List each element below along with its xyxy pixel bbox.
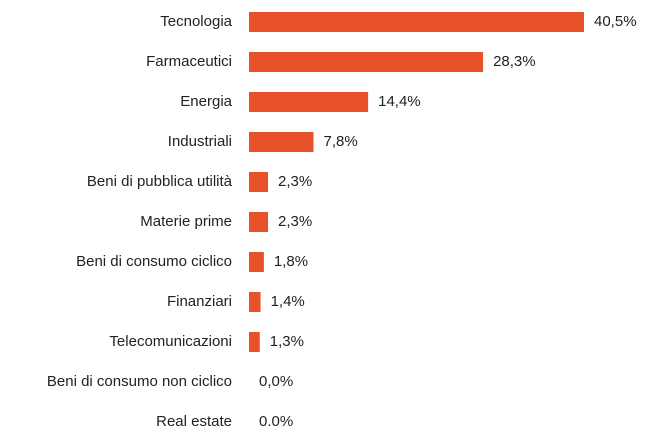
category-label: Farmaceutici — [146, 53, 232, 70]
value-label: 1,3% — [270, 333, 304, 350]
value-label: 0.0% — [259, 413, 293, 428]
category-label: Beni di consumo non ciclico — [47, 373, 232, 390]
bar — [249, 132, 314, 152]
bar — [249, 12, 584, 32]
value-label: 40,5% — [594, 13, 637, 30]
bar — [249, 252, 264, 272]
bar — [249, 292, 261, 312]
value-label: 2,3% — [278, 213, 312, 230]
value-label: 1,4% — [271, 293, 305, 310]
category-label: Industriali — [168, 133, 232, 150]
category-label: Real estate — [156, 413, 232, 428]
value-label: 28,3% — [493, 53, 536, 70]
category-label: Beni di pubblica utilità — [87, 173, 233, 190]
bar — [249, 332, 260, 352]
category-label: Tecnologia — [160, 13, 232, 30]
category-label: Beni di consumo ciclico — [76, 253, 232, 270]
category-label: Energia — [180, 93, 232, 110]
value-label: 1,8% — [274, 253, 308, 270]
bar — [249, 52, 484, 72]
value-label: 2,3% — [278, 173, 312, 190]
category-label: Materie prime — [140, 213, 232, 230]
value-label: 14,4% — [378, 93, 421, 110]
bar — [249, 92, 369, 112]
bar — [249, 212, 269, 232]
value-label: 0,0% — [259, 373, 293, 390]
value-label: 7,8% — [324, 133, 358, 150]
bar — [249, 172, 269, 192]
category-label: Telecomunicazioni — [109, 333, 232, 350]
category-label: Finanziari — [167, 293, 232, 310]
